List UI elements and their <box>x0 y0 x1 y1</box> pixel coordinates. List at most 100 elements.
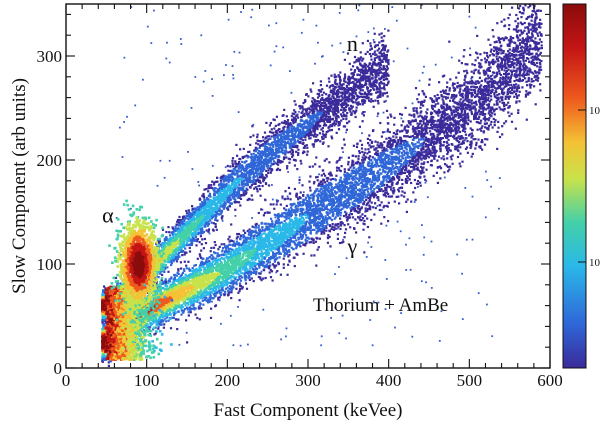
gamma-point <box>320 232 323 235</box>
gamma-point <box>154 332 157 335</box>
gamma-point <box>432 99 435 102</box>
gamma-point <box>308 211 311 215</box>
gamma-point <box>452 125 455 128</box>
gamma-point <box>239 285 243 288</box>
noise-point <box>370 246 373 248</box>
gamma-point <box>343 168 346 171</box>
gamma-point <box>517 109 520 112</box>
gamma-point <box>227 238 230 241</box>
gamma-point <box>471 94 474 97</box>
gamma-point <box>443 126 446 129</box>
gamma-point <box>521 41 524 44</box>
noise-point <box>423 236 426 239</box>
gamma-point <box>289 198 292 201</box>
gamma-point <box>437 108 440 111</box>
noise-point <box>271 198 274 201</box>
gamma-point <box>292 236 295 239</box>
gamma-point <box>449 129 452 133</box>
gamma-point <box>420 126 423 129</box>
gamma-point <box>431 99 434 102</box>
gamma-point <box>518 43 521 46</box>
noise-point <box>338 266 340 268</box>
gamma-point <box>214 290 217 293</box>
gamma-point <box>283 251 287 255</box>
gamma-point <box>431 147 434 150</box>
gamma-point <box>326 180 329 183</box>
gamma-point <box>368 134 371 137</box>
gamma-point <box>500 44 503 47</box>
gamma-point <box>255 250 258 253</box>
gamma-point <box>380 142 383 145</box>
gamma-point <box>322 208 326 211</box>
noise-point <box>474 26 477 29</box>
gamma-point <box>504 66 507 69</box>
gamma-point <box>489 89 492 92</box>
noise-point <box>364 111 366 113</box>
gamma-point <box>316 195 319 198</box>
gamma-point <box>315 194 318 197</box>
gamma-point <box>203 276 206 279</box>
gamma-point <box>345 212 348 215</box>
gamma-point <box>345 179 348 182</box>
gamma-point <box>435 171 438 174</box>
noise-point <box>384 308 387 310</box>
noise-point <box>486 179 489 181</box>
gamma-point <box>462 107 465 110</box>
gamma-point <box>399 147 402 150</box>
gamma-point <box>432 174 435 177</box>
gamma-point <box>233 281 236 285</box>
noise-point <box>422 253 425 256</box>
gamma-point <box>467 119 470 122</box>
gamma-point <box>304 243 307 246</box>
gamma-point <box>238 262 241 265</box>
gamma-point <box>150 322 153 325</box>
gamma-point <box>364 166 367 170</box>
gamma-point <box>295 247 298 250</box>
gamma-point <box>195 267 198 271</box>
gamma-point <box>475 103 478 106</box>
noise-point <box>159 159 162 162</box>
gamma-point <box>513 48 516 51</box>
gamma-point <box>229 239 233 242</box>
gamma-point <box>372 206 375 209</box>
gamma-point <box>210 307 213 310</box>
noise-point <box>411 335 414 338</box>
gamma-point <box>510 62 514 65</box>
gamma-point <box>511 49 515 52</box>
noise-point <box>306 127 309 130</box>
noise-point <box>269 64 272 67</box>
gamma-point <box>341 147 344 150</box>
gamma-point <box>494 86 497 89</box>
gamma-point <box>478 65 481 68</box>
gamma-point <box>363 158 366 161</box>
gamma-point <box>331 225 334 228</box>
gamma-point <box>354 218 357 221</box>
noise-point <box>484 216 487 219</box>
gamma-point <box>373 213 376 216</box>
gamma-point <box>509 57 512 60</box>
gamma-point <box>515 13 518 17</box>
noise-point <box>498 177 501 179</box>
gamma-point <box>464 120 467 123</box>
noise-point <box>150 42 153 44</box>
gamma-point <box>443 134 447 138</box>
gamma-point <box>377 178 381 181</box>
gamma-point <box>518 80 521 83</box>
gamma-point <box>168 287 171 290</box>
noise-point <box>385 100 387 102</box>
gamma-point <box>458 114 462 117</box>
gamma-point <box>527 76 530 80</box>
gamma-point <box>391 161 394 164</box>
gamma-point <box>324 225 327 228</box>
gamma-point <box>513 83 516 87</box>
noise-point <box>461 272 463 275</box>
gamma-point <box>307 228 310 231</box>
gamma-point <box>399 164 402 167</box>
gamma-point <box>500 20 503 23</box>
noise-point <box>275 271 278 274</box>
gamma-point <box>345 192 348 195</box>
gamma-point <box>183 269 186 273</box>
gamma-point <box>483 51 486 54</box>
gamma-point <box>334 197 337 200</box>
gamma-point <box>399 166 402 169</box>
